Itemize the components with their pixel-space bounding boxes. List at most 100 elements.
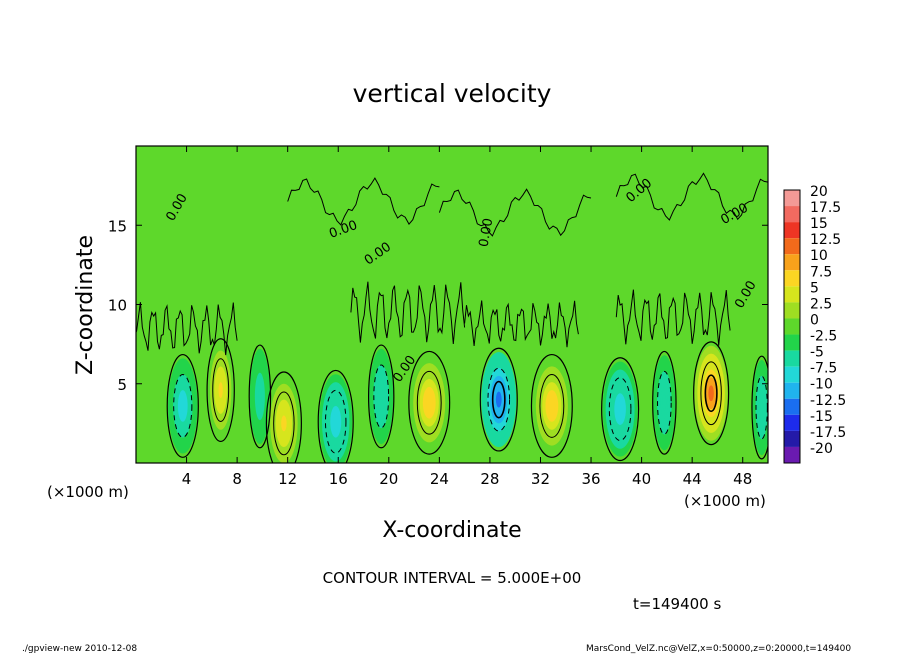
contour-5-1 [212, 358, 230, 422]
cell-4-band-5 [332, 413, 339, 430]
colorbar-swatch-15 [784, 430, 800, 447]
x-tick-label-8: 36 [581, 470, 600, 488]
zero-contour-9 [601, 357, 640, 462]
contour-5-10 [657, 370, 672, 435]
contour-5-7 [487, 367, 511, 432]
cell-8-band-5 [548, 398, 556, 414]
zero-contour-5 [367, 344, 395, 449]
contour-5-9 [608, 377, 632, 441]
zero-contour-11 [693, 341, 730, 446]
colorbar-swatch-5 [784, 270, 800, 287]
contour-5-3 [273, 391, 295, 456]
x-tick-label-9: 40 [632, 470, 651, 488]
colorbar-label-4: 10 [810, 248, 828, 264]
colorbar-label-12: -10 [810, 377, 833, 393]
footer-left: ./gpview-new 2010-12-08 [22, 644, 137, 654]
zero-contour-2 [248, 344, 272, 449]
upper-contour-1 [350, 281, 466, 345]
y-tick-label-1: 10 [108, 297, 127, 315]
colorbar-label-0: 20 [810, 184, 828, 200]
colorbar-swatch-4 [784, 254, 800, 271]
colorbar-label-11: -7.5 [810, 361, 837, 377]
x-axis-label: X-coordinate [382, 518, 521, 543]
zero-contour-1 [206, 338, 235, 443]
colorbar-swatch-6 [784, 286, 800, 303]
zero-contour-4 [317, 369, 354, 463]
colorbar-label-1: 17.5 [810, 200, 841, 216]
y-tick-label-0: 5 [117, 376, 127, 394]
zero-contour-8 [530, 353, 573, 458]
x-tick-label-4: 20 [379, 470, 398, 488]
zero-contour-6 [408, 350, 451, 455]
colorbar-swatch-2 [784, 222, 800, 239]
colorbar-label-15: -17.5 [810, 425, 846, 441]
zero-contour-7 [479, 347, 518, 452]
cell-7-band-5 [495, 391, 502, 408]
upper-contour-2 [464, 300, 579, 348]
contour-label-4: 0.00 [477, 217, 497, 248]
cell-1-band-5 [218, 382, 223, 399]
colorbar-label-2: 15 [810, 216, 828, 232]
y-tick-label-2: 15 [108, 217, 127, 235]
colorbar-label-14: -15 [810, 409, 833, 425]
cell-3-band-5 [281, 415, 287, 432]
cell-2-band-5 [258, 388, 262, 405]
zero-contour-0 [166, 353, 199, 458]
cell-0-band-5 [180, 398, 186, 414]
top-contour-1 [438, 188, 592, 237]
top-contour-0 [287, 177, 440, 226]
contour-10-11 [704, 374, 718, 413]
colorbar-label-10: -5 [810, 345, 824, 361]
x-tick-label-6: 28 [480, 470, 499, 488]
colorbar-swatch-7 [784, 302, 800, 319]
colorbar-frame [783, 189, 801, 464]
contour-10-7 [491, 380, 506, 419]
colorbar-swatch-12 [784, 382, 800, 399]
colorbar-swatch-9 [784, 334, 800, 351]
colorbar-label-5: 7.5 [810, 264, 832, 280]
cell-6-band-5 [426, 394, 433, 411]
colorbar-label-7: 2.5 [810, 296, 832, 312]
x-tick-label-1: 8 [232, 470, 242, 488]
colorbar-label-3: 12.5 [810, 232, 841, 248]
x-tick-label-0: 4 [182, 470, 192, 488]
x-tick-label-3: 16 [329, 470, 348, 488]
footer-right: MarsCond_VelZ.nc@VelZ,x=0:50000,z=0:2000… [586, 644, 851, 654]
cell-11-band-5 [708, 385, 714, 402]
contour-5-0 [173, 374, 193, 438]
contour-5-5 [373, 364, 390, 429]
x-tick-label-10: 44 [683, 470, 702, 488]
chart-title: vertical velocity [353, 79, 552, 108]
colorbar-swatch-1 [784, 206, 800, 223]
zero-contour-3 [265, 371, 302, 463]
x-tick-label-11: 48 [733, 470, 752, 488]
colorbar-label-16: -20 [810, 441, 833, 457]
x-axis: 4 8 12 16 20 24 28 32 36 40 44 48 [182, 146, 752, 488]
y-axis-label: Z-coordinate [73, 235, 98, 375]
plot-area: 0.000.000.000.000.000.000.000.00 [135, 145, 769, 464]
colorbar-label-6: 5 [810, 280, 819, 296]
colorbar-swatch-11 [784, 366, 800, 383]
colorbar-label-13: -12.5 [810, 393, 846, 409]
colorbar-swatch-8 [784, 318, 800, 335]
colorbar: 2017.51512.5107.552.50-2.5-5-7.5-10-12.5… [783, 184, 846, 464]
colorbar-swatch-13 [784, 398, 800, 415]
contour-5-11 [700, 361, 722, 426]
zero-contour-10 [652, 350, 677, 455]
contour-5-4 [324, 389, 347, 454]
colorbar-swatch-3 [784, 238, 800, 255]
cell-10-band-5 [662, 394, 667, 411]
x-unit-left: (×1000 m) [47, 483, 129, 501]
cell-5-band-5 [379, 388, 384, 405]
contour-5-12 [755, 375, 768, 440]
x-tick-label-2: 12 [278, 470, 297, 488]
colorbar-swatch-14 [784, 414, 800, 431]
cell-9-band-5 [617, 401, 624, 418]
zero-contour-12 [751, 355, 768, 460]
colorbar-label-9: -2.5 [810, 329, 837, 345]
x-tick-label-7: 32 [531, 470, 550, 488]
upper-contour-0 [136, 302, 238, 356]
colorbar-swatch-16 [784, 446, 800, 463]
top-contour-2 [615, 172, 768, 221]
